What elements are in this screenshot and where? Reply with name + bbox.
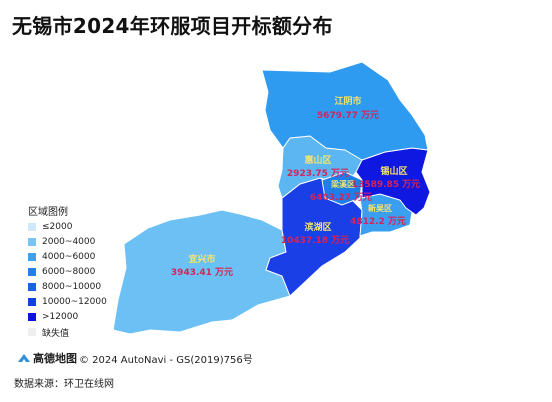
legend-swatch (28, 283, 36, 291)
legend-label: 缺失值 (42, 328, 70, 339)
region-name-binhu: 滨湖区 (304, 221, 331, 233)
legend-swatch (28, 268, 36, 276)
legend-label: ≤2000 (42, 222, 73, 232)
region-value-xishan: 13589.85 万元 (352, 179, 420, 190)
legend-item: 缺失值 (28, 326, 70, 339)
region-value-jiangyin: 5679.77 万元 (317, 110, 379, 121)
region-name-yixing: 宜兴市 (188, 253, 215, 265)
region-value-liangxi: 6403.27 万元 (310, 192, 372, 203)
legend-swatch (28, 328, 36, 336)
legend-title: 区域图例 (28, 207, 68, 218)
attribution-text: © 2024 AutoNavi - GS(2019)756号 (79, 354, 253, 366)
legend-item: 10000~12000 (28, 296, 107, 308)
region-value-xinwu: 4812.2 万元 (350, 216, 406, 227)
region-value-binhu: 10437.18 万元 (281, 235, 349, 246)
page-title: 无锡市2024年环服项目开标额分布 (12, 14, 333, 38)
region-jiangyin[interactable] (261, 61, 429, 161)
legend-item: 2000~4000 (28, 236, 95, 248)
legend-label: 2000~4000 (42, 237, 96, 247)
legend-swatch (28, 238, 36, 246)
legend-swatch (28, 298, 36, 306)
legend-item: ≤2000 (28, 221, 72, 233)
legend-label: 10000~12000 (42, 297, 107, 307)
region-name-xishan: 锡山区 (380, 165, 407, 177)
legend-label: 6000~8000 (42, 267, 96, 277)
region-name-xinwu: 新吴区 (368, 203, 392, 213)
legend-swatch (28, 313, 36, 321)
legend-label: >12000 (42, 312, 79, 322)
map-legend: 区域图例 ≤2000 2000~4000 4000~6000 6000~8000… (20, 199, 114, 344)
amap-logo-text: 高德地图 (33, 352, 77, 365)
region-value-yixing: 3943.41 万元 (171, 267, 233, 278)
legend-label: 8000~10000 (42, 282, 102, 292)
legend-swatch (28, 223, 36, 231)
data-source: 数据来源：环卫在线网 (14, 379, 114, 390)
legend-label: 4000~6000 (42, 252, 96, 262)
map-attribution: 高德地图 © 2024 AutoNavi - GS(2019)756号 (18, 350, 253, 366)
amap-logo-icon (18, 353, 30, 363)
legend-item: 4000~6000 (28, 251, 95, 263)
region-name-huishan: 惠山区 (304, 154, 331, 166)
region-name-jiangyin: 江阴市 (334, 95, 361, 107)
legend-swatch (28, 253, 36, 261)
legend-item: >12000 (28, 311, 78, 323)
region-value-huishan: 2923.75 万元 (287, 168, 349, 179)
legend-item: 6000~8000 (28, 266, 95, 278)
legend-item: 8000~10000 (28, 281, 101, 293)
region-name-liangxi: 梁溪区 (330, 179, 355, 189)
